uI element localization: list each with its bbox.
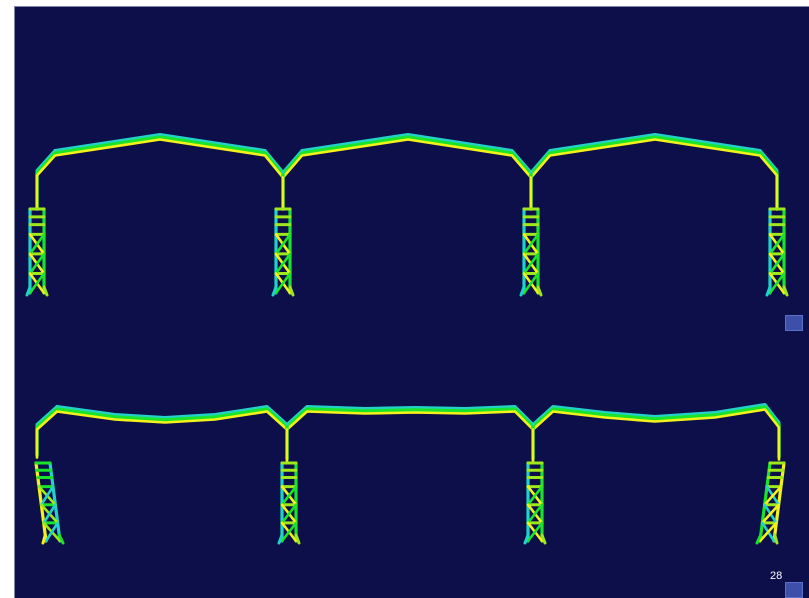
- column-brace: [28, 272, 46, 295]
- left-post-yellow: [35, 410, 59, 459]
- rafter-span-1-cyan: [55, 405, 289, 426]
- column-brace: [28, 233, 46, 256]
- column-brace: [280, 521, 298, 543]
- column-brace: [44, 521, 59, 543]
- left-post-yellow: [35, 154, 57, 211]
- column-brace: [768, 252, 786, 275]
- column-brace: [758, 521, 778, 543]
- left-post-green: [35, 151, 57, 209]
- column-foot: [294, 533, 301, 545]
- column-brace: [768, 233, 786, 256]
- column-rail: [34, 461, 48, 543]
- column-brace: [522, 272, 540, 295]
- column-brace: [526, 503, 544, 525]
- deformed-frame-view: [34, 403, 786, 545]
- column-foot: [540, 533, 547, 545]
- rafter-span-1-green: [55, 407, 289, 429]
- column-foot: [773, 533, 779, 545]
- column-brace: [280, 503, 298, 525]
- column-rail: [758, 461, 772, 543]
- rafter-span-2-yellow: [285, 410, 535, 431]
- column-brace: [526, 485, 544, 507]
- rafter-span-3-cyan: [529, 133, 779, 206]
- rafter-span-2-yellow: [281, 138, 533, 179]
- page-number: 28: [770, 570, 783, 582]
- column-brace: [274, 252, 292, 275]
- column-foot: [271, 285, 278, 297]
- column-brace: [280, 485, 298, 507]
- column-foot: [523, 533, 530, 545]
- column-foot: [536, 285, 543, 297]
- undeformed-frame-view: [25, 133, 789, 297]
- rafter-span-2-green: [285, 407, 535, 429]
- rafter-span-3-yellow: [531, 408, 781, 461]
- column-foot: [519, 285, 526, 297]
- column-brace: [522, 252, 540, 275]
- column-brace: [274, 233, 292, 256]
- column-foot: [755, 533, 763, 545]
- rafter-span-2-cyan: [285, 405, 535, 426]
- rafter-span-3-green: [531, 405, 781, 459]
- column-rail: [772, 461, 786, 543]
- column-foot: [765, 285, 772, 297]
- fea-viewport: 28: [14, 6, 809, 598]
- axis-triad-icon-bottom: [785, 582, 803, 598]
- column-brace: [40, 485, 55, 507]
- column-brace: [42, 503, 57, 525]
- column-foot: [782, 285, 789, 297]
- axis-triad-icon-top: [785, 315, 803, 331]
- column-foot: [288, 285, 295, 297]
- column-brace: [763, 485, 783, 507]
- column-brace: [522, 233, 540, 256]
- portal-frames-drawing: [25, 133, 789, 545]
- column-foot: [277, 533, 284, 545]
- column-brace: [761, 503, 780, 525]
- rafter-span-1-green: [53, 135, 285, 177]
- column-brace: [768, 272, 786, 295]
- column-foot: [25, 285, 32, 297]
- column-foot: [42, 285, 49, 297]
- rafter-span-1-yellow: [55, 410, 289, 431]
- rafter-span-1-yellow: [53, 138, 285, 179]
- column-brace: [274, 272, 292, 295]
- column-foot: [57, 533, 65, 545]
- column-foot: [41, 533, 47, 545]
- column-brace: [526, 521, 544, 543]
- rafter-span-2-green: [281, 135, 533, 177]
- column-rail: [48, 461, 62, 543]
- rafter-span-3-yellow: [529, 138, 779, 211]
- column-brace: [28, 252, 46, 275]
